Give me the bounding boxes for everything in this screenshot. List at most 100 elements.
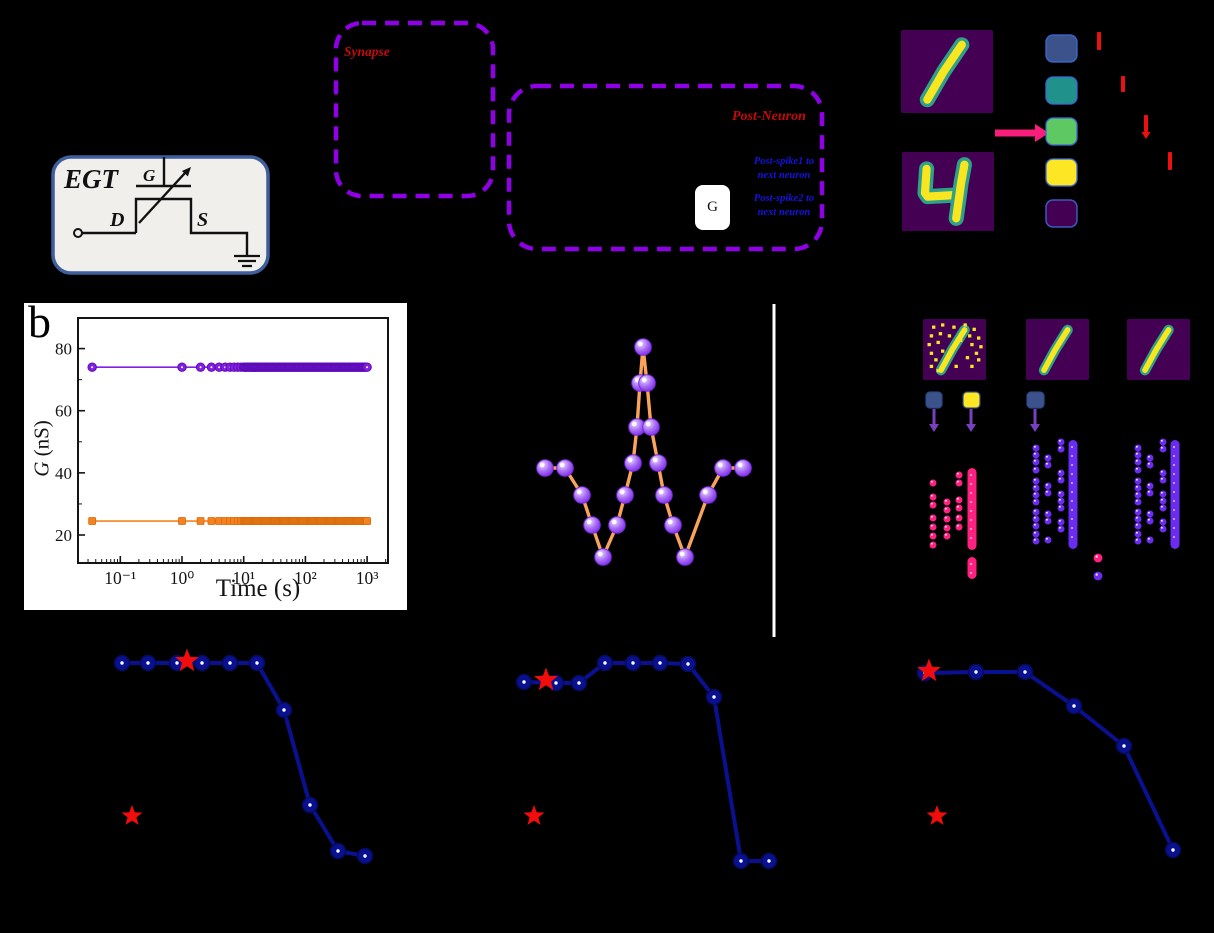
raster-dot xyxy=(1134,498,1142,506)
raster-dot-highlight xyxy=(1160,498,1163,501)
star-legend xyxy=(926,805,948,825)
raster-dot xyxy=(1159,497,1167,505)
stdp-sphere-highlight xyxy=(597,551,603,557)
raster-dot-highlight xyxy=(1058,477,1061,480)
noise-pixel xyxy=(943,362,947,366)
stdp-sphere-highlight xyxy=(679,551,685,557)
noise-pixel xyxy=(977,336,981,340)
stdp-sphere-highlight xyxy=(702,489,708,495)
raster-dot-highlight xyxy=(1033,516,1036,519)
raster-dot-highlight xyxy=(1147,511,1150,514)
raster-dot-highlight xyxy=(944,525,947,528)
accuracy-charts xyxy=(113,648,1182,870)
channel-wires xyxy=(82,197,249,256)
raster-dot xyxy=(929,514,937,522)
raster-dot-highlight xyxy=(1058,498,1061,501)
noise-pixel xyxy=(929,351,934,355)
accuracy-marker-center xyxy=(739,859,743,863)
raster-dot-highlight xyxy=(1033,452,1036,455)
gate-electrode-lines xyxy=(136,157,191,188)
raster-dot-highlight xyxy=(1033,467,1036,470)
post-neuron-box xyxy=(506,83,825,252)
encode-arrow-head xyxy=(1035,124,1049,142)
stdp-sphere-highlight xyxy=(559,462,565,468)
raster-dot xyxy=(1057,497,1065,505)
raster-bar-speck xyxy=(1071,482,1073,484)
raster-dot xyxy=(1032,491,1040,499)
series-marker-center xyxy=(366,366,369,369)
raster-dot xyxy=(1146,517,1154,525)
raster-bar-speck xyxy=(970,510,972,512)
accuracy-line xyxy=(924,670,1175,851)
raster-bar-speck xyxy=(1071,500,1073,502)
raster-dot-highlight xyxy=(1058,519,1061,522)
gate-chip-label: G xyxy=(707,199,718,215)
egt-device-box xyxy=(51,155,270,275)
accuracy-marker-center xyxy=(974,670,978,674)
raster-dot-highlight xyxy=(944,533,947,536)
series-marker-center xyxy=(218,366,221,369)
x-tick-label: 10⁻¹ xyxy=(104,568,136,588)
raster-dot-highlight xyxy=(930,494,933,497)
stdp-sphere-highlight xyxy=(611,519,617,525)
red-spike-mark-1 xyxy=(1121,76,1125,92)
raster-dot xyxy=(1044,510,1052,518)
stdp-sphere-highlight xyxy=(658,489,664,495)
raster-dot xyxy=(1134,491,1142,499)
raster-bar xyxy=(967,557,977,579)
raster-dot-highlight xyxy=(1135,445,1138,448)
digit-stroke-core xyxy=(923,40,966,104)
viridis-square-4 xyxy=(1045,199,1078,228)
raster-dot xyxy=(1032,508,1040,516)
raster-dot xyxy=(1134,458,1142,466)
memristor-arrowhead xyxy=(181,167,191,177)
noise-pixel xyxy=(936,369,940,373)
raster-dot-highlight xyxy=(1033,485,1036,488)
raster-dot xyxy=(1159,469,1167,477)
raster-dot-highlight xyxy=(1033,478,1036,481)
noise-pixel xyxy=(941,349,945,353)
spike-raster-panel xyxy=(925,391,1180,581)
mnist-digit-one xyxy=(1127,319,1190,380)
raster-dot-highlight xyxy=(930,524,933,527)
raster-dot-highlight xyxy=(1135,523,1138,526)
mini-square-0 xyxy=(925,391,943,409)
raster-dot-highlight xyxy=(1147,537,1150,540)
stdp-sphere xyxy=(583,516,601,534)
star-legend xyxy=(121,805,143,825)
accuracy_curve_3 xyxy=(916,658,1182,859)
accuracy-marker-center xyxy=(712,695,716,699)
series-marker-square xyxy=(207,517,216,525)
raster-dot xyxy=(1057,518,1065,526)
stdp-sphere-highlight xyxy=(539,462,545,468)
raster-dot xyxy=(1159,438,1167,446)
series-marker-square xyxy=(196,517,205,525)
accuracy-marker-center xyxy=(120,661,124,665)
mini-square-2 xyxy=(1026,391,1045,409)
panel-b-letter: b xyxy=(28,296,51,347)
raster-bar-speck xyxy=(1173,509,1175,511)
raster-legend-dot-0 xyxy=(1093,553,1103,563)
raster-bar xyxy=(1068,440,1078,549)
raster-dot xyxy=(1134,530,1142,538)
noise-pixel xyxy=(929,364,934,369)
raster-dot-highlight xyxy=(1160,477,1163,480)
y-tick-label: 20 xyxy=(55,526,72,545)
raster-bar-speck xyxy=(970,572,972,574)
drain-terminal-circle xyxy=(73,228,83,238)
raster-dot xyxy=(1032,458,1040,466)
raster-dot xyxy=(1146,510,1154,518)
x-tick-label: 10² xyxy=(294,568,317,588)
raster-bar-speck xyxy=(1173,455,1175,457)
noise-pixel xyxy=(945,356,949,360)
stdp-sphere-highlight xyxy=(637,341,643,347)
gate-chip: G xyxy=(695,185,730,230)
noise-pixel xyxy=(965,356,970,360)
raster-dot xyxy=(1032,537,1040,545)
mnist-digit-images xyxy=(901,30,1190,380)
stdp-sphere-highlight xyxy=(631,421,637,427)
stdp-sphere xyxy=(734,459,752,477)
raster-bar-speck xyxy=(1173,446,1175,448)
raster-dot xyxy=(929,523,937,531)
stdp-sphere-highlight xyxy=(586,519,592,525)
